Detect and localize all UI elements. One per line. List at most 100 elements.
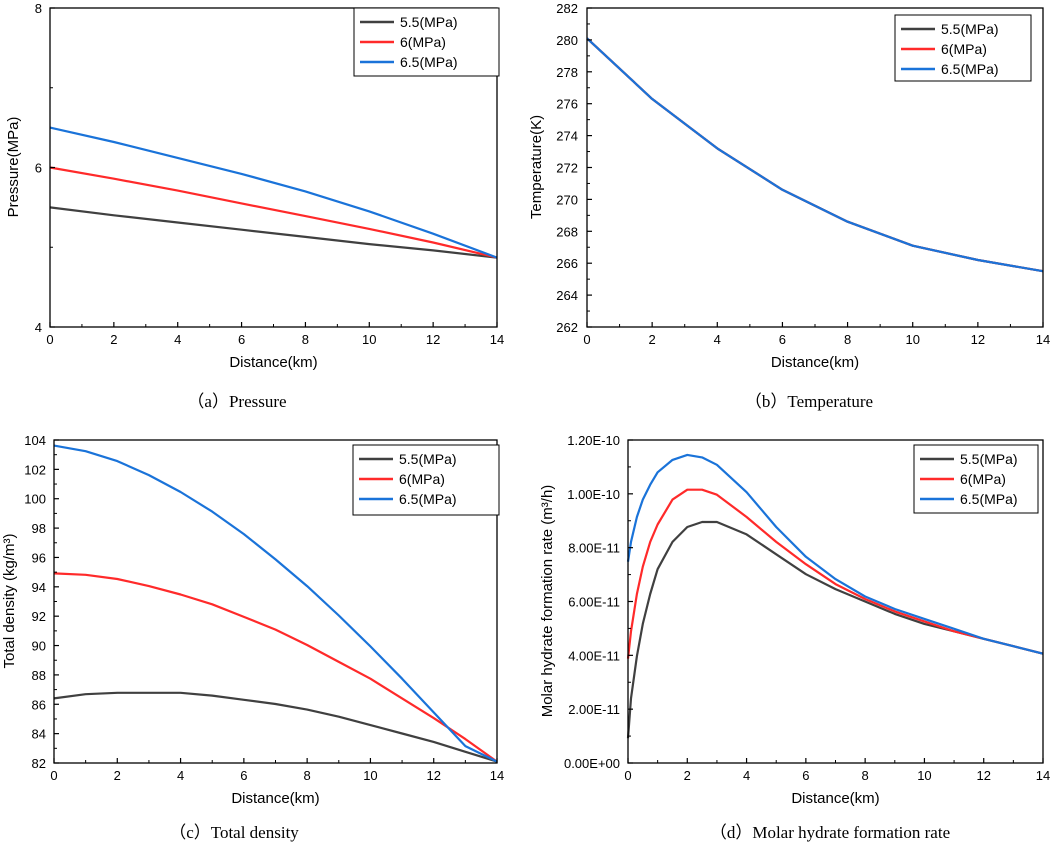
y-tick-label: 96 <box>32 550 46 565</box>
x-tick-label: 6 <box>802 768 809 783</box>
legend-label-1: 6(MPa) <box>399 471 445 487</box>
panel-caption: （c）Total density <box>169 823 299 842</box>
x-tick-label: 2 <box>114 768 121 783</box>
legend-label-2: 6.5(MPa) <box>399 491 457 507</box>
y-tick-label: 104 <box>24 433 46 448</box>
legend-label-0: 5.5(MPa) <box>400 14 458 30</box>
x-tick-label: 10 <box>363 768 377 783</box>
legend-label-1: 6(MPa) <box>941 41 987 57</box>
y-tick-label: 8 <box>35 1 42 16</box>
legend-label-1: 6(MPa) <box>960 471 1006 487</box>
series-line-1 <box>53 572 498 763</box>
y-axis-label: Molar hydrate formation rate (m³/h) <box>539 485 556 718</box>
chart-panel-1: 0 2 4 6 8 10 12 14 262 264 266 268 270 272 274 276 278 28… <box>528 1 1050 411</box>
y-tick-label: 1.20E-10 <box>567 433 620 448</box>
y-tick-label: 4.00E-11 <box>568 648 620 663</box>
series-line-2 <box>53 444 498 763</box>
y-tick-label: 264 <box>556 288 578 303</box>
y-tick-label: 8.00E-11 <box>568 541 620 556</box>
series-line-2 <box>586 37 1044 273</box>
x-tick-label: 4 <box>174 332 181 347</box>
x-tick-label: 12 <box>971 332 985 347</box>
legend: 5.5(MPa) 6(MPa) 6.5(MPa) <box>353 7 500 77</box>
legend: 5.5(MPa) 6(MPa) 6.5(MPa) <box>352 444 500 516</box>
series-line-1 <box>49 166 498 259</box>
panel-caption: （a）Pressure <box>187 392 286 411</box>
x-tick-label: 8 <box>844 332 851 347</box>
series-line-0 <box>49 206 498 259</box>
y-tick-label: 280 <box>556 33 578 48</box>
x-tick-label: 14 <box>1036 768 1050 783</box>
series-line-1 <box>626 488 1044 659</box>
x-tick-label: 6 <box>240 768 247 783</box>
y-tick-label: 270 <box>556 192 578 207</box>
x-tick-label: 2 <box>649 332 656 347</box>
x-tick-label: 0 <box>46 332 53 347</box>
x-tick-label: 12 <box>976 768 990 783</box>
legend-label-2: 6.5(MPa) <box>941 61 999 77</box>
y-tick-label: 274 <box>556 129 578 144</box>
y-tick-label: 102 <box>24 462 46 477</box>
x-axis-label: Distance(km) <box>791 790 879 807</box>
y-tick-label: 90 <box>32 639 46 654</box>
x-axis-label: Distance(km) <box>231 790 319 807</box>
legend-label-0: 5.5(MPa) <box>960 451 1018 467</box>
legend-label-2: 6.5(MPa) <box>960 491 1018 507</box>
y-axis-label: Temperature(K) <box>528 115 545 219</box>
series-line-2 <box>626 453 1044 655</box>
y-tick-label: 1.00E-10 <box>567 487 620 502</box>
y-tick-label: 282 <box>556 1 578 16</box>
x-axis-label: Distance(km) <box>771 354 859 371</box>
x-tick-label: 12 <box>426 332 440 347</box>
chart-panel-2: 0 2 4 6 8 10 12 14 82 84 86 88 90 92 94 96 98 100 102 104 Di… <box>1 433 504 842</box>
legend-label-0: 5.5(MPa) <box>941 21 999 37</box>
y-tick-label: 278 <box>556 65 578 80</box>
y-tick-label: 92 <box>32 609 46 624</box>
chart-panel-3: 0 2 4 6 8 10 12 14 0.00E+00 2.00E-11 4.00E-11 6.00E… <box>539 433 1050 842</box>
x-tick-label: 10 <box>905 332 919 347</box>
panel-caption: （d）Molar hydrate formation rate <box>710 823 950 842</box>
y-tick-label: 100 <box>24 492 46 507</box>
y-tick-label: 94 <box>32 580 46 595</box>
y-tick-label: 86 <box>32 697 46 712</box>
y-tick-label: 276 <box>556 97 578 112</box>
x-tick-label: 8 <box>862 768 869 783</box>
x-tick-label: 14 <box>1036 332 1050 347</box>
y-tick-label: 2.00E-11 <box>568 702 620 717</box>
x-tick-label: 4 <box>714 332 721 347</box>
x-tick-label: 0 <box>50 768 57 783</box>
x-tick-label: 4 <box>743 768 750 783</box>
y-tick-label: 266 <box>556 256 578 271</box>
panel-caption: （b）Temperature <box>745 392 873 411</box>
y-tick-label: 272 <box>556 161 578 176</box>
x-tick-label: 2 <box>110 332 117 347</box>
y-tick-label: 268 <box>556 224 578 239</box>
y-axis-label: Pressure(MPa) <box>5 117 22 218</box>
legend: 5.5(MPa) 6(MPa) 6.5(MPa) <box>894 14 1032 82</box>
legend-label-2: 6.5(MPa) <box>400 54 458 70</box>
legend-label-1: 6(MPa) <box>400 34 446 50</box>
legend: 5.5(MPa) 6(MPa) 6.5(MPa) <box>913 444 1039 514</box>
x-tick-label: 8 <box>304 768 311 783</box>
y-tick-label: 0.00E+00 <box>564 756 620 771</box>
series-line-0 <box>53 691 498 763</box>
y-tick-label: 88 <box>32 668 46 683</box>
y-tick-label: 84 <box>32 727 46 742</box>
legend-label-0: 5.5(MPa) <box>399 451 457 467</box>
x-tick-label: 6 <box>779 332 786 347</box>
x-tick-label: 6 <box>238 332 245 347</box>
y-tick-label: 262 <box>556 320 578 335</box>
x-tick-label: 0 <box>624 768 631 783</box>
series-line-2 <box>49 126 498 259</box>
x-tick-label: 14 <box>490 768 504 783</box>
x-tick-label: 10 <box>362 332 376 347</box>
y-tick-label: 6 <box>35 161 42 176</box>
x-tick-label: 10 <box>917 768 931 783</box>
y-tick-label: 82 <box>32 756 46 771</box>
chart-panel-0: 0 2 4 6 8 10 12 14 4 6 8 Distance(km) Pressure(MPa) 5… <box>5 1 504 411</box>
series-line-0 <box>626 520 1044 739</box>
x-tick-label: 4 <box>177 768 184 783</box>
x-tick-label: 8 <box>302 332 309 347</box>
y-tick-label: 98 <box>32 521 46 536</box>
